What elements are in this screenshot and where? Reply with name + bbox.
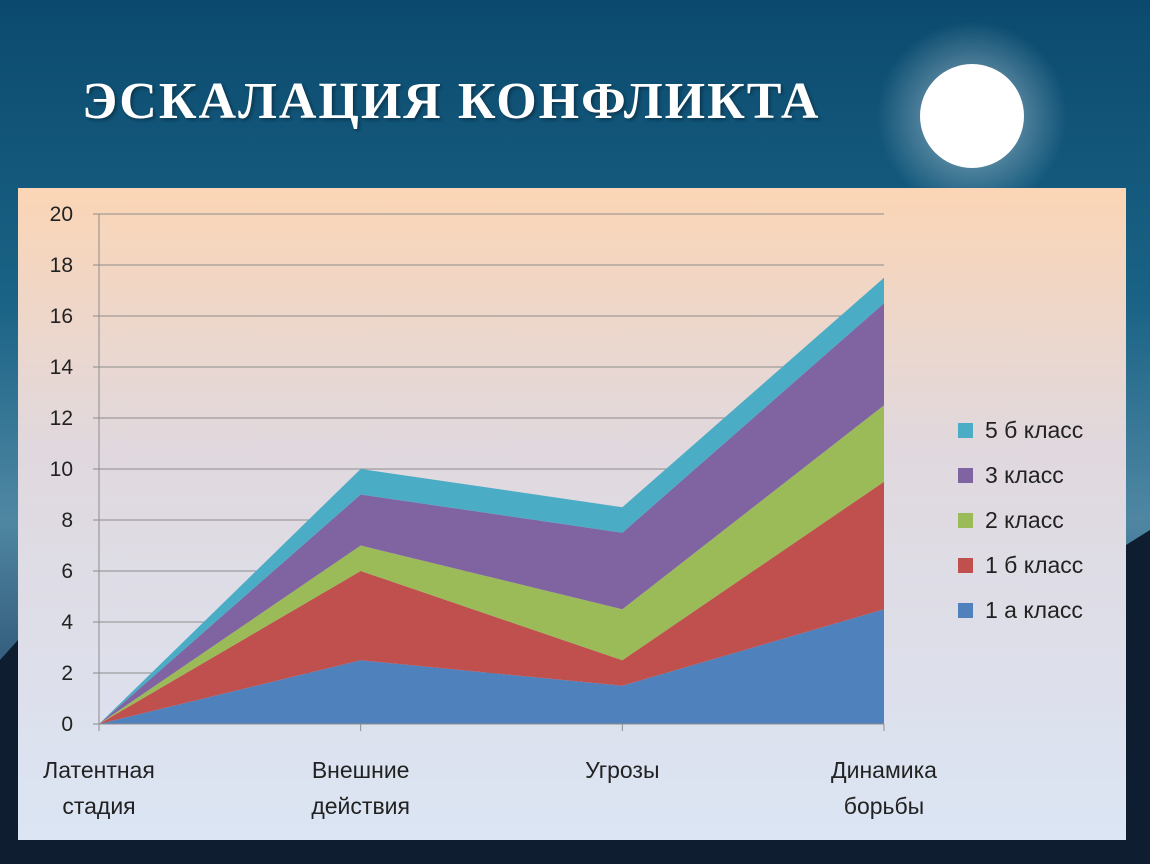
legend-swatch [958,513,973,528]
legend-label: 5 б класс [985,417,1084,443]
legend-swatch [958,558,973,573]
y-tick-label: 14 [50,356,74,379]
area-series-3 [99,405,884,724]
y-tick-label: 20 [50,203,73,226]
x-axis-tick-labels: Латентная стадия Внешние действия Угрозы Дина… [43,757,937,819]
legend-item: 5 б класс [958,408,1118,453]
legend-swatch [958,468,973,483]
legend-swatch [958,423,973,438]
stacked-area-chart: 0 2 4 6 8 10 12 14 16 18 20 Латентная стадия Внешние… [18,188,1126,840]
x-tick-label: Динамика борьбы [831,757,937,819]
area-series-4 [99,303,884,724]
legend-item: 1 а класс [958,588,1118,633]
y-axis-tick-labels: 0 2 4 6 8 10 12 14 16 18 20 [50,203,74,736]
legend-item: 1 б класс [958,543,1118,588]
y-tick-label: 16 [50,305,73,328]
legend-label: 3 класс [985,462,1064,488]
y-tick-label: 4 [61,611,73,634]
axes [93,213,885,731]
legend-item: 3 класс [958,453,1118,498]
legend-label: 2 класс [985,507,1064,533]
slide-title: ЭСКАЛАЦИЯ КОНФЛИКТА [82,73,821,130]
y-tick-label: 10 [50,458,73,481]
x-tick-label: Латентная стадия [43,757,155,819]
series-areas [99,277,884,724]
x-tick-label: Угрозы [585,757,659,783]
y-tick-label: 12 [50,407,73,430]
y-tick-label: 18 [50,254,73,277]
chart-panel: 0 2 4 6 8 10 12 14 16 18 20 Латентная стадия Внешние… [18,188,1126,840]
legend-swatch [958,603,973,618]
moon-icon [920,64,1024,168]
y-tick-label: 6 [61,560,73,583]
x-tick-label: Внешние действия [311,757,410,819]
legend-label: 1 б класс [985,552,1084,578]
chart-legend: 5 б класс 3 класс 2 класс 1 б класс 1 а клас… [958,408,1118,633]
legend-label: 1 а класс [985,597,1083,623]
y-tick-label: 8 [61,509,73,532]
legend-item: 2 класс [958,498,1118,543]
area-series-5 [99,277,884,724]
y-tick-label: 2 [61,662,73,685]
area-series-2 [99,481,884,724]
area-series-1 [99,609,884,724]
y-tick-label: 0 [61,713,73,736]
